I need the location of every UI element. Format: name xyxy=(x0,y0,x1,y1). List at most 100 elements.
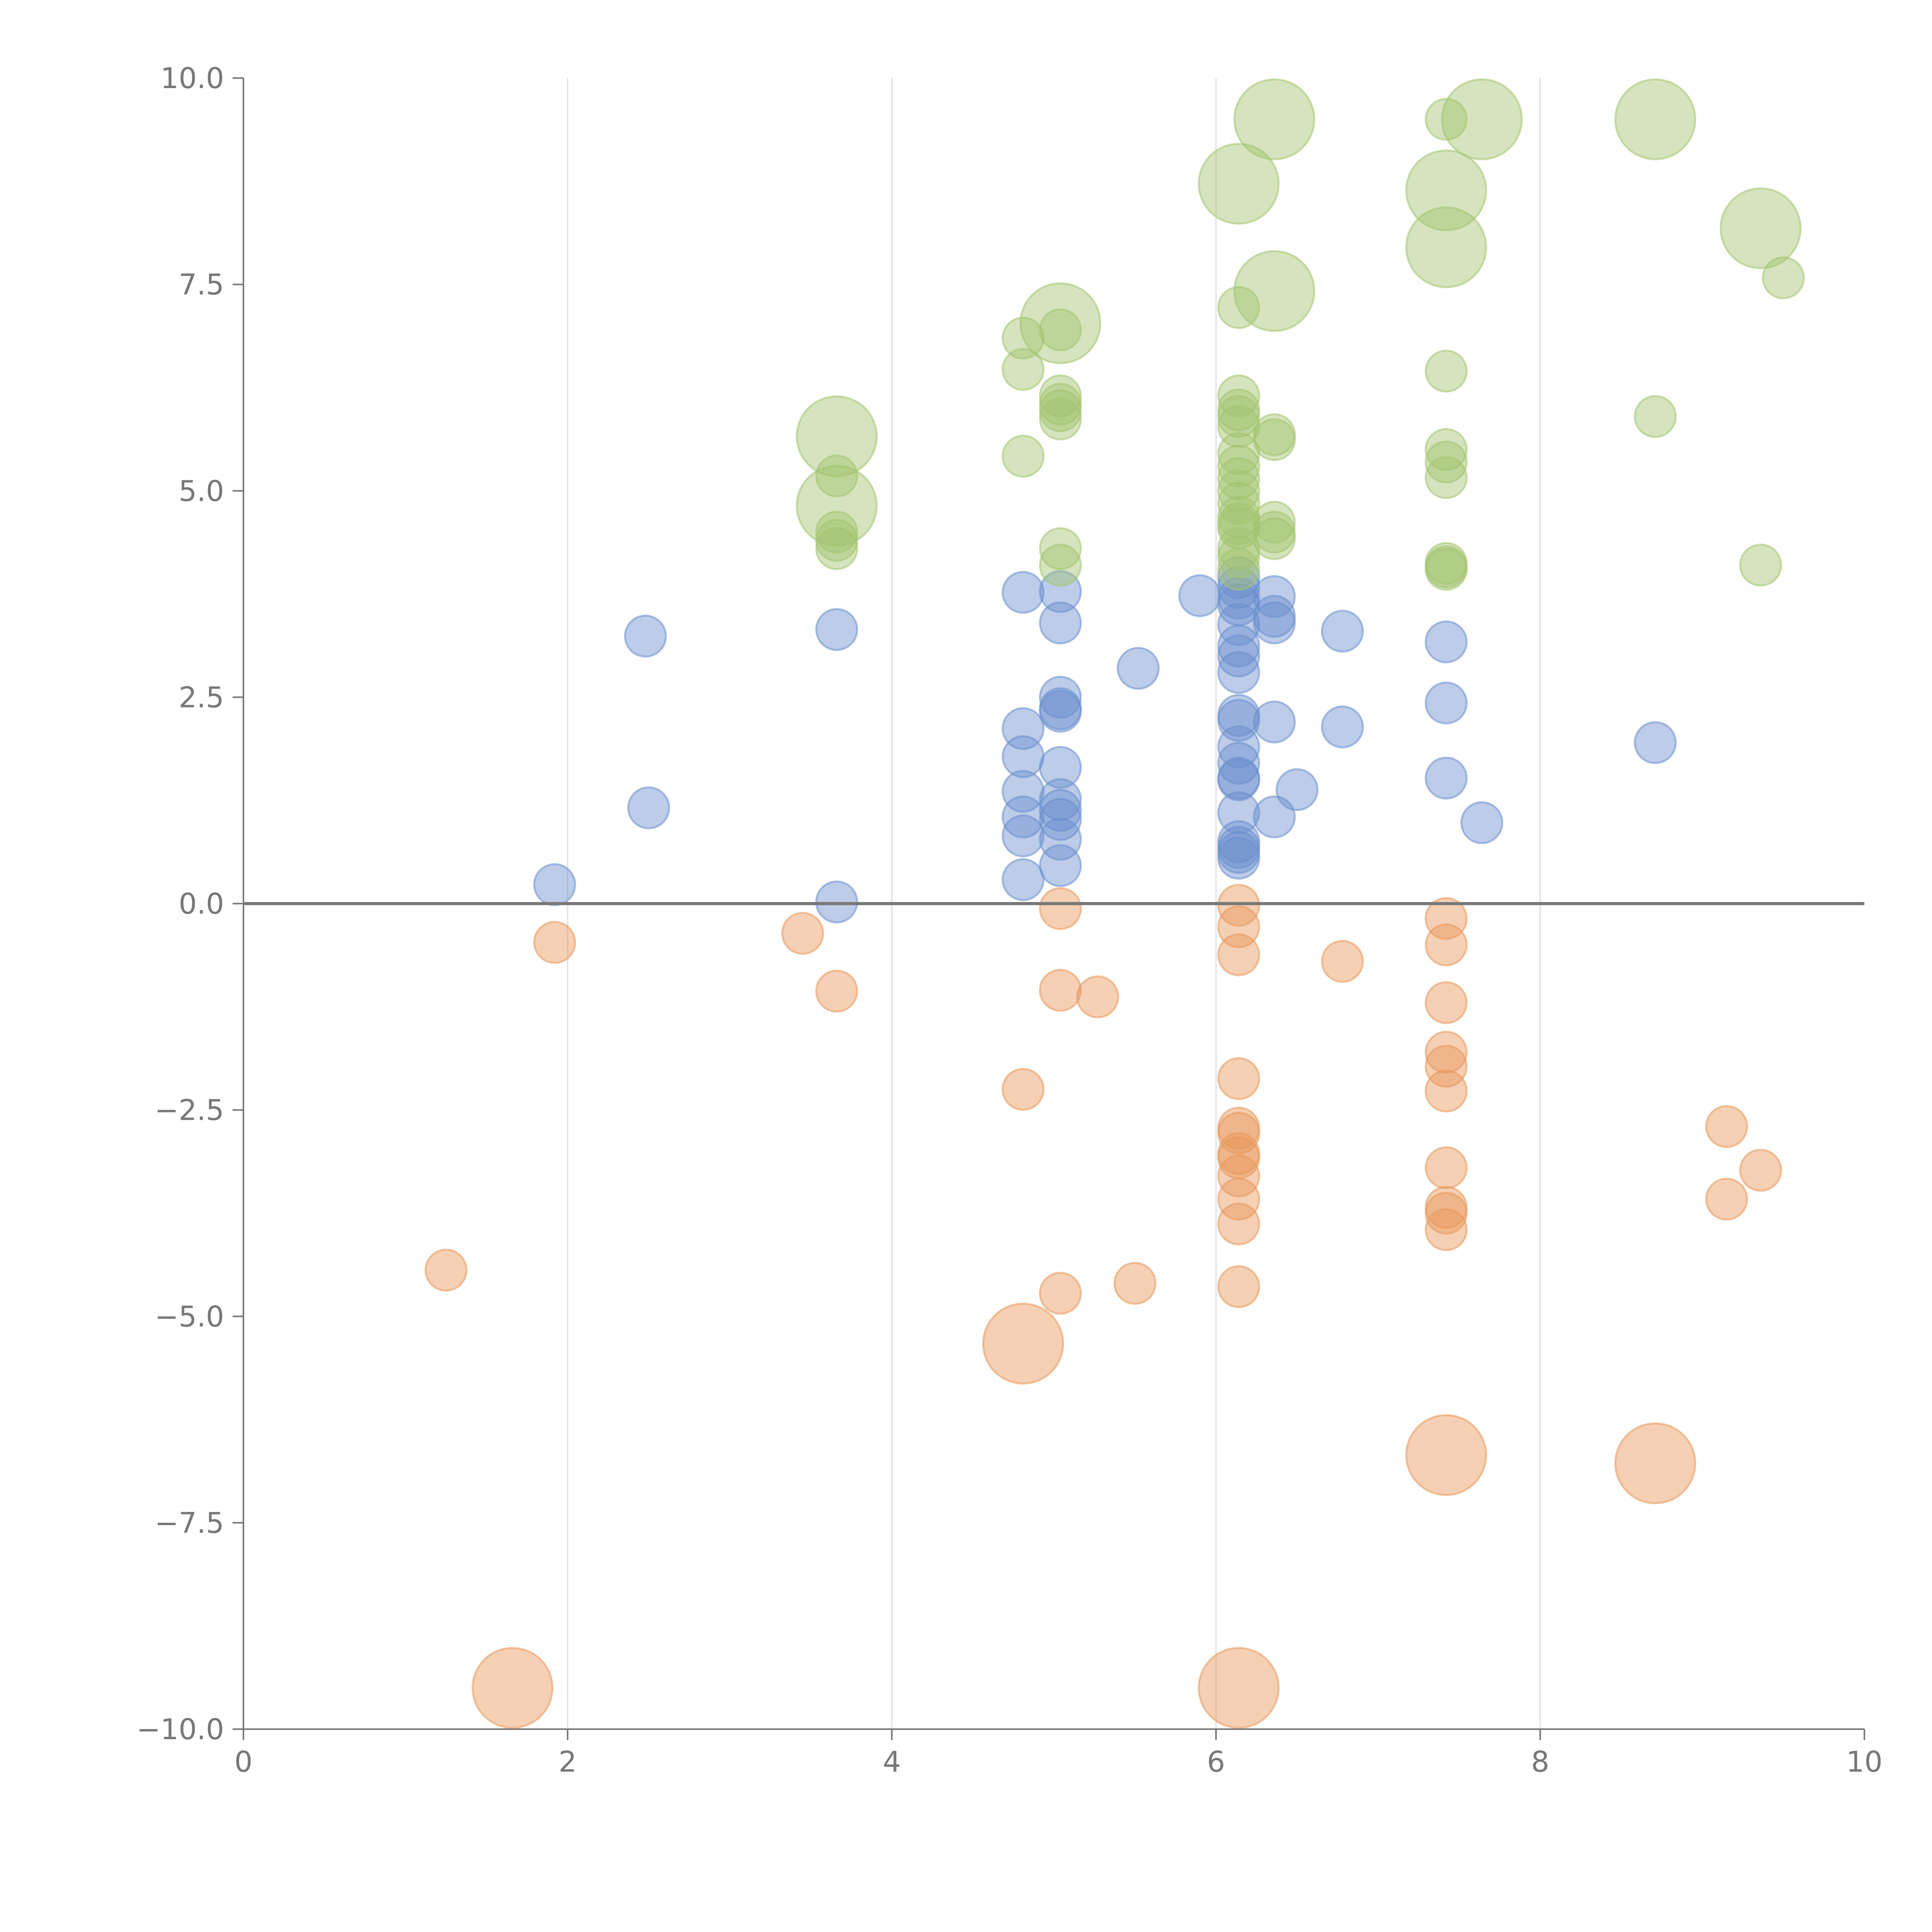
data-point xyxy=(1039,818,1082,861)
data-point xyxy=(1405,1414,1487,1496)
data-point xyxy=(1217,469,1260,512)
data-point xyxy=(1321,940,1364,983)
x-axis-ticks: 0 2 4 6 8 10 xyxy=(234,1729,1883,1779)
data-point xyxy=(1039,397,1082,440)
data-point xyxy=(982,1303,1064,1385)
data-point xyxy=(1217,634,1260,678)
x-tick-label: 0 xyxy=(234,1745,252,1779)
data-point xyxy=(1039,675,1082,719)
data-point xyxy=(1425,1044,1468,1088)
data-point xyxy=(1217,1177,1260,1221)
data-point xyxy=(1614,78,1696,160)
data-point xyxy=(1002,770,1045,813)
data-point xyxy=(1739,1149,1782,1192)
data-point xyxy=(624,614,667,658)
data-point xyxy=(1117,647,1160,690)
data-point xyxy=(1217,742,1260,785)
data-point xyxy=(1039,544,1082,587)
data-point xyxy=(1178,574,1221,617)
data-point xyxy=(533,921,576,964)
y-tick-label: −2.5 xyxy=(155,1094,224,1127)
y-tick-label: 7.5 xyxy=(179,268,224,301)
data-point xyxy=(1217,725,1260,769)
data-points xyxy=(424,78,1805,1729)
data-point xyxy=(1039,527,1082,570)
data-point xyxy=(1217,603,1260,646)
y-tick-label: 0.0 xyxy=(179,888,224,921)
data-point xyxy=(1719,187,1802,269)
data-point xyxy=(1233,250,1315,332)
data-point xyxy=(1253,517,1296,560)
data-point xyxy=(1634,721,1677,764)
data-point xyxy=(1197,143,1280,225)
y-tick-label: −7.5 xyxy=(155,1507,224,1540)
x-tick-label: 2 xyxy=(558,1745,577,1779)
data-point xyxy=(1425,923,1468,966)
data-point xyxy=(1253,700,1296,743)
data-point xyxy=(471,1647,554,1729)
data-point xyxy=(1217,884,1260,927)
data-point xyxy=(1217,1265,1260,1308)
y-tick-label: 5.0 xyxy=(179,474,224,508)
data-point xyxy=(1002,571,1045,614)
data-point xyxy=(1217,457,1260,500)
data-point xyxy=(1039,887,1082,930)
data-point xyxy=(1739,544,1782,587)
data-point xyxy=(1217,699,1260,742)
data-point xyxy=(1425,620,1468,663)
data-point xyxy=(1425,456,1468,499)
data-point xyxy=(796,395,878,478)
data-point xyxy=(1039,969,1082,1012)
data-point xyxy=(1039,1272,1082,1315)
data-point xyxy=(1321,705,1364,748)
data-point xyxy=(424,1248,468,1292)
data-point xyxy=(1217,548,1260,591)
data-point xyxy=(1460,801,1503,844)
data-point xyxy=(1039,746,1082,789)
data-point xyxy=(1425,1192,1468,1235)
data-point xyxy=(1217,933,1260,976)
y-tick-label: 2.5 xyxy=(179,681,224,714)
data-point xyxy=(1425,681,1468,724)
data-point xyxy=(1405,149,1487,231)
data-point xyxy=(1405,206,1487,288)
x-tick-label: 6 xyxy=(1207,1745,1225,1779)
data-point xyxy=(1425,1208,1468,1251)
data-point xyxy=(1217,624,1260,668)
data-point xyxy=(1705,1177,1748,1221)
x-tick-label: 8 xyxy=(1531,1745,1549,1779)
data-point xyxy=(815,527,858,570)
data-point xyxy=(1217,758,1260,801)
data-point xyxy=(1217,566,1260,609)
y-tick-label: −5.0 xyxy=(155,1300,224,1333)
data-point xyxy=(1113,1262,1156,1305)
y-axis-ticks: 10.0 7.5 5.0 2.5 0.0 −2.5 −5.0 −7.5 −10.0 xyxy=(136,62,243,1746)
data-point xyxy=(1217,1155,1260,1198)
data-point xyxy=(1002,435,1045,478)
data-point xyxy=(1039,308,1082,352)
data-point xyxy=(1076,975,1119,1019)
x-tick-label: 4 xyxy=(883,1745,901,1779)
y-tick-label: −10.0 xyxy=(136,1713,224,1746)
x-tick-label: 10 xyxy=(1846,1745,1883,1779)
data-point xyxy=(1197,1647,1280,1729)
data-point xyxy=(1614,1422,1696,1504)
data-point xyxy=(1425,98,1468,141)
data-point xyxy=(1002,1068,1045,1111)
data-point xyxy=(1217,651,1260,694)
data-point xyxy=(1441,78,1523,160)
data-point xyxy=(1321,609,1364,653)
data-point xyxy=(1276,768,1319,811)
data-point xyxy=(1425,757,1468,800)
data-point xyxy=(1002,858,1045,901)
data-point xyxy=(627,786,670,830)
data-point xyxy=(1425,1146,1468,1189)
data-point xyxy=(1425,981,1468,1024)
data-point xyxy=(1002,795,1045,838)
data-point xyxy=(1002,348,1045,391)
data-point xyxy=(1039,570,1082,613)
data-point xyxy=(1425,1069,1468,1112)
data-point xyxy=(1039,844,1082,887)
